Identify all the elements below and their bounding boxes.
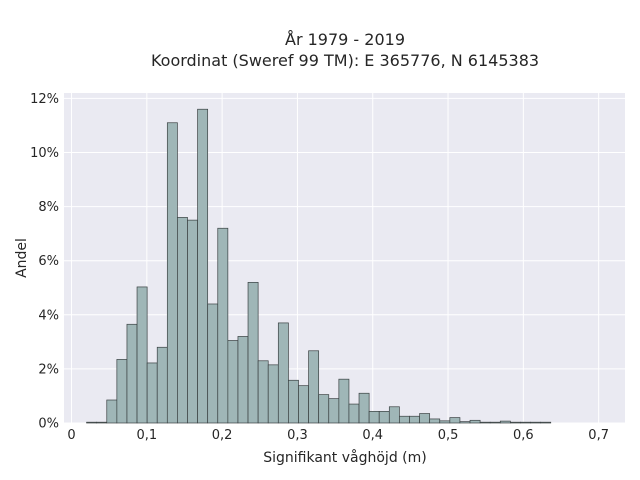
histogram-bar xyxy=(368,411,380,424)
histogram-bar xyxy=(257,360,269,424)
histogram-bar xyxy=(96,421,108,424)
y-tick-label: 8% xyxy=(38,200,59,215)
histogram-bar xyxy=(288,379,299,424)
histogram-bar xyxy=(116,359,128,424)
histogram-bar xyxy=(459,421,471,424)
histogram-bar xyxy=(136,286,148,424)
histogram-bar xyxy=(187,219,198,424)
y-tick-label: 12% xyxy=(30,92,59,107)
histogram-bar xyxy=(298,385,309,424)
histogram-bar xyxy=(499,420,511,424)
histogram-bar xyxy=(469,419,481,424)
y-tick-label: 10% xyxy=(30,146,59,161)
histogram-bar xyxy=(277,322,289,424)
histogram-bars xyxy=(86,108,552,424)
x-tick-label: 0,1 xyxy=(136,428,157,443)
x-tick-label: 0,7 xyxy=(588,428,609,443)
x-tick-label: 0,4 xyxy=(362,428,383,443)
histogram-bar xyxy=(267,364,279,424)
histogram-bar xyxy=(237,336,249,424)
histogram-bar xyxy=(338,378,350,424)
chart-title: År 1979 - 2019 xyxy=(285,30,405,49)
y-tick-label: 4% xyxy=(38,308,59,323)
histogram-bar xyxy=(520,421,531,424)
histogram-bar xyxy=(247,281,259,424)
histogram-bar xyxy=(449,417,461,424)
y-tick-label: 0% xyxy=(38,417,59,432)
histogram-bar xyxy=(217,227,229,424)
histogram-bar xyxy=(166,122,178,424)
histogram-bar xyxy=(540,421,552,424)
histogram-bar xyxy=(399,415,410,424)
histogram-bar xyxy=(86,421,98,424)
chart-subtitle: Koordinat (Sweref 99 TM): E 365776, N 61… xyxy=(151,51,539,70)
histogram-bar xyxy=(409,415,420,424)
x-axis-label: Signifikant våghöjd (m) xyxy=(263,449,426,466)
histogram-bar xyxy=(479,421,491,424)
x-tick-label: 0,5 xyxy=(438,428,459,443)
histogram-bar xyxy=(207,303,219,424)
x-tick-label: 0,6 xyxy=(513,428,534,443)
x-tick-label: 0,3 xyxy=(287,428,308,443)
histogram-bar xyxy=(328,398,340,424)
x-axis-ticks: 0 0,1 0,2 0,3 0,4 0,5 0,6 0,7 xyxy=(67,428,609,443)
histogram-bar xyxy=(318,394,330,424)
histogram-bar xyxy=(126,323,138,424)
histogram-bar xyxy=(419,413,431,424)
histogram-bar xyxy=(358,392,370,424)
y-axis-label: Andel xyxy=(14,238,30,278)
histogram-bar xyxy=(439,420,451,424)
histogram-bar xyxy=(177,217,188,424)
histogram-bar xyxy=(489,421,501,424)
x-tick-label: 0,2 xyxy=(212,428,233,443)
histogram-bar xyxy=(378,411,390,424)
histogram-bar xyxy=(156,346,168,424)
x-tick-label: 0 xyxy=(67,428,75,443)
histogram-bar xyxy=(308,350,320,424)
histogram-bar xyxy=(388,406,400,424)
histogram-bar xyxy=(530,421,542,424)
histogram-bar xyxy=(429,418,441,424)
y-tick-label: 2% xyxy=(38,362,59,377)
y-axis-ticks: 0% 2% 4% 6% 8% 10% 12% xyxy=(30,92,59,432)
histogram-bar xyxy=(146,362,158,424)
histogram-bar xyxy=(348,403,360,424)
histogram-bar xyxy=(227,340,239,424)
histogram-bar xyxy=(106,399,118,424)
y-tick-label: 6% xyxy=(38,254,59,269)
histogram-bar xyxy=(510,421,521,424)
histogram-bar xyxy=(197,108,209,424)
